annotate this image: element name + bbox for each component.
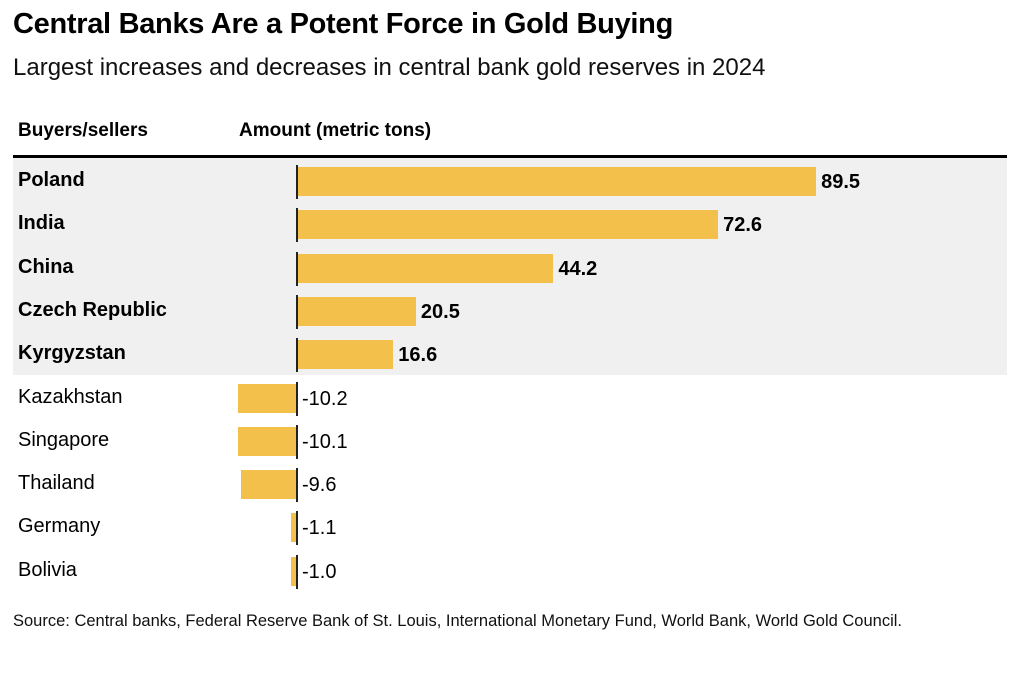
- source-note: Source: Central banks, Federal Reserve B…: [13, 612, 902, 630]
- zero-line: [296, 468, 298, 503]
- zero-line: [296, 165, 298, 199]
- bar: [297, 296, 416, 326]
- value-label: -10.1: [302, 430, 348, 453]
- category-label: Bolivia: [18, 558, 77, 581]
- bar: [297, 210, 719, 240]
- category-label: China: [18, 255, 74, 278]
- zero-line: [296, 424, 298, 459]
- value-label: 89.5: [821, 171, 861, 193]
- value-label: 72.6: [723, 214, 763, 237]
- zero-line: [296, 294, 298, 329]
- header-amount: Amount (metric tons): [239, 120, 432, 141]
- category-label: Germany: [18, 515, 101, 538]
- category-label: Kazakhstan: [18, 385, 123, 408]
- zero-line: [296, 554, 298, 589]
- category-label: Poland: [18, 169, 85, 191]
- chart-title: Central Banks Are a Potent Force in Gold…: [13, 8, 673, 40]
- category-label: India: [18, 212, 65, 235]
- header-buyers-sellers: Buyers/sellers: [18, 120, 148, 141]
- bar: [238, 426, 297, 456]
- zero-line: [296, 511, 298, 546]
- value-label: -1.0: [302, 560, 337, 583]
- value-label: 44.2: [558, 257, 598, 280]
- bar: [297, 253, 554, 283]
- zero-line: [296, 251, 298, 286]
- zero-line: [296, 381, 298, 416]
- value-label: 16.6: [398, 344, 438, 367]
- value-label: 20.5: [420, 300, 460, 323]
- bar: [297, 340, 394, 370]
- value-label: -1.1: [302, 517, 337, 540]
- zero-line: [296, 208, 298, 243]
- bar: [297, 167, 817, 196]
- bar: [237, 383, 297, 413]
- category-label: Czech Republic: [18, 298, 167, 321]
- category-label: Thailand: [18, 472, 95, 495]
- zero-line: [296, 338, 298, 373]
- bar: [241, 470, 297, 500]
- category-label: Singapore: [18, 428, 110, 451]
- bar: [290, 513, 297, 543]
- category-label: Kyrgyzstan: [18, 342, 126, 365]
- value-label: -9.6: [302, 474, 337, 497]
- header-rule: [13, 155, 1007, 158]
- bar: [291, 556, 297, 586]
- chart-subtitle: Largest increases and decreases in centr…: [13, 54, 766, 81]
- value-label: -10.2: [302, 387, 348, 410]
